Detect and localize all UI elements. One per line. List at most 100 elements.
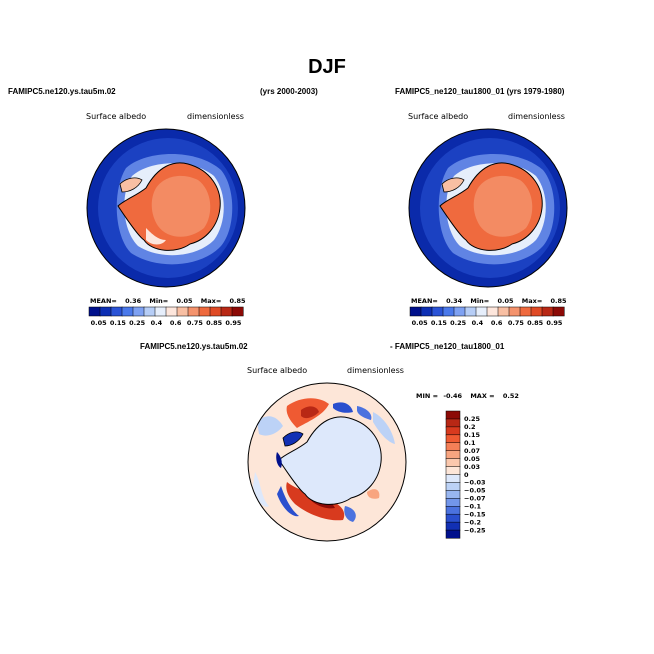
panel2-colorbar-swatch <box>442 306 455 317</box>
panel2-max-value: 0.85 <box>550 297 567 305</box>
panel2-colorbar-swatch <box>409 306 422 317</box>
panel2-colorbar-label: 0.25 <box>450 319 467 327</box>
panel3-colorbar-swatch <box>445 466 461 476</box>
panel1-colorbar-swatch <box>176 306 189 317</box>
panel3-colorbar-swatch <box>445 442 461 452</box>
panel2-colorbar-swatch <box>541 306 554 317</box>
panel1-colorbar-swatch <box>154 306 167 317</box>
panel2-min-label: Min= <box>470 297 490 305</box>
panel3-colorbar-label: −0.15 <box>464 510 486 518</box>
panel1-min-label: Min= <box>149 297 169 305</box>
panel3-colorbar-swatch <box>445 521 461 531</box>
panel3-colorbar-label: −0.05 <box>464 487 486 495</box>
panel2-polar-map <box>408 128 568 288</box>
panel3-colorbar-swatch <box>445 513 461 523</box>
panel2-colorbar-swatch <box>475 306 488 317</box>
panel2-colorbar-swatch <box>519 306 532 317</box>
panel3-colorbar-swatch <box>445 506 461 515</box>
panel3-colorbar-label: −0.03 <box>464 479 485 487</box>
panel2-colorbar-label: 0.4 <box>472 319 484 327</box>
panel1-colorbar-swatch <box>143 306 156 317</box>
panel2-colorbar-swatch <box>508 306 521 317</box>
panel2-max-label: Max= <box>521 297 543 305</box>
panel3-colorbar-swatch <box>445 482 461 491</box>
panel1-colorbar-swatch <box>198 306 211 317</box>
main-title: DJF <box>308 56 346 78</box>
panel3-colorbar-label: 0.15 <box>464 431 481 439</box>
panel2-colorbar-swatch <box>497 306 510 317</box>
panel1-colorbar-label: 0.4 <box>151 319 163 327</box>
panel1-units: dimensionless <box>187 112 244 121</box>
panel1-mean-value: 0.36 <box>125 297 142 305</box>
panel3-colorbar-label: 0 <box>464 471 469 479</box>
panel3-colorbar-label: 0.1 <box>464 439 476 447</box>
panel1-max-label: Max= <box>200 297 222 305</box>
panel3-colorbar-label: −0.2 <box>464 518 481 526</box>
panel3-variable: Surface albedo <box>247 366 308 375</box>
panel1-colorbar-label: 0.95 <box>225 319 242 327</box>
panel1-colorbar-label: 0.15 <box>110 319 127 327</box>
panel3-colorbar-swatch <box>445 490 461 499</box>
panel1-case-label: FAMIPC5.ne120.ys.tau5m.02 <box>8 87 116 96</box>
panel3-colorbar-label: 0.07 <box>464 447 480 455</box>
panel3-colorbar-label: 0.03 <box>464 463 480 471</box>
panel2-colorbar-label: 0.6 <box>491 319 503 327</box>
panel2-colorbar-swatch <box>420 306 433 317</box>
panel1-colorbar: 0.05 0.15 0.25 0.4 0.6 0.75 0.85 0.95 <box>88 306 244 327</box>
panel2-colorbar-swatch <box>431 306 444 317</box>
panel3-colorbar-swatch <box>445 474 461 483</box>
panel2-min-value: 0.05 <box>497 297 514 305</box>
panel3-colorbar-swatch <box>445 426 461 436</box>
panel2-stats: MEAN= 0.34 Min= 0.05 Max= 0.85 <box>411 297 567 305</box>
panel3-colorbar-swatch <box>445 410 461 420</box>
panel3-colorbar-swatch <box>445 498 461 507</box>
panel2-colorbar-label: 0.75 <box>508 319 525 327</box>
panel3-stats: MIN = -0.46 MAX = 0.52 <box>416 392 519 400</box>
panel1-colorbar-swatch <box>110 306 123 317</box>
panel3-colorbar-label: −0.1 <box>464 503 481 511</box>
panel1-variable: Surface albedo <box>86 112 147 121</box>
panel3-colorbar-swatch <box>445 418 461 428</box>
panel1-colorbar-swatch <box>220 306 233 317</box>
panel2-colorbar-swatch <box>464 306 477 317</box>
panel3-case-label-right: - FAMIPC5_ne120_tau1800_01 <box>390 342 505 351</box>
panel3-min-label: MIN = <box>416 392 439 400</box>
panel3-colorbar-swatch <box>445 458 461 468</box>
panel2-colorbar-label: 0.15 <box>431 319 448 327</box>
panel1-colorbar-swatch <box>132 306 145 317</box>
panel1-colorbar-swatch <box>231 306 244 317</box>
panel3-case-label-left: FAMIPC5.ne120.ys.tau5m.02 <box>140 342 248 351</box>
panel3-colorbar-label: 0.05 <box>464 455 481 463</box>
panel1-colorbar-swatch <box>99 306 112 317</box>
panel2-mean-value: 0.34 <box>446 297 463 305</box>
panel3-colorbar-swatch <box>445 450 461 460</box>
panel3-polar-map <box>247 382 407 542</box>
panel1-colorbar-swatch <box>209 306 222 317</box>
panel2-colorbar-swatch <box>530 306 543 317</box>
panel3-colorbar-label: 0.25 <box>464 415 481 423</box>
panel3-max-value: 0.52 <box>502 392 519 400</box>
panel3-units: dimensionless <box>347 366 404 375</box>
panel1-colorbar-swatch <box>121 306 134 317</box>
panel1-mean-label: MEAN= <box>90 297 117 305</box>
panel1-min-value: 0.05 <box>176 297 193 305</box>
panel3-colorbar-label: −0.25 <box>464 526 486 534</box>
panel1-colorbar-label: 0.75 <box>187 319 204 327</box>
panel3-colorbar-label: −0.07 <box>464 495 485 503</box>
panel1-stats: MEAN= 0.36 Min= 0.05 Max= 0.85 <box>90 297 246 305</box>
panel1-max-value: 0.85 <box>229 297 246 305</box>
panel2-case-label: FAMIPC5_ne120_tau1800_01 (yrs 1979-1980) <box>395 87 565 96</box>
panel1-colorbar-label: 0.85 <box>206 319 223 327</box>
panel1-colorbar-swatch <box>88 306 101 317</box>
panel1-years-label: (yrs 2000-2003) <box>260 87 318 96</box>
panel2-colorbar-swatch <box>453 306 466 317</box>
panel2-colorbar-label: 0.05 <box>412 319 429 327</box>
panel1-colorbar-swatch <box>187 306 200 317</box>
panel3-colorbar-swatch <box>445 434 461 444</box>
panel1-colorbar-swatch <box>165 306 178 317</box>
panel2-colorbar-swatch <box>486 306 499 317</box>
panel2-variable: Surface albedo <box>408 112 469 121</box>
panel1-colorbar-label: 0.6 <box>170 319 182 327</box>
panel1-polar-map <box>86 128 246 288</box>
panel3-colorbar-swatch <box>445 529 461 539</box>
